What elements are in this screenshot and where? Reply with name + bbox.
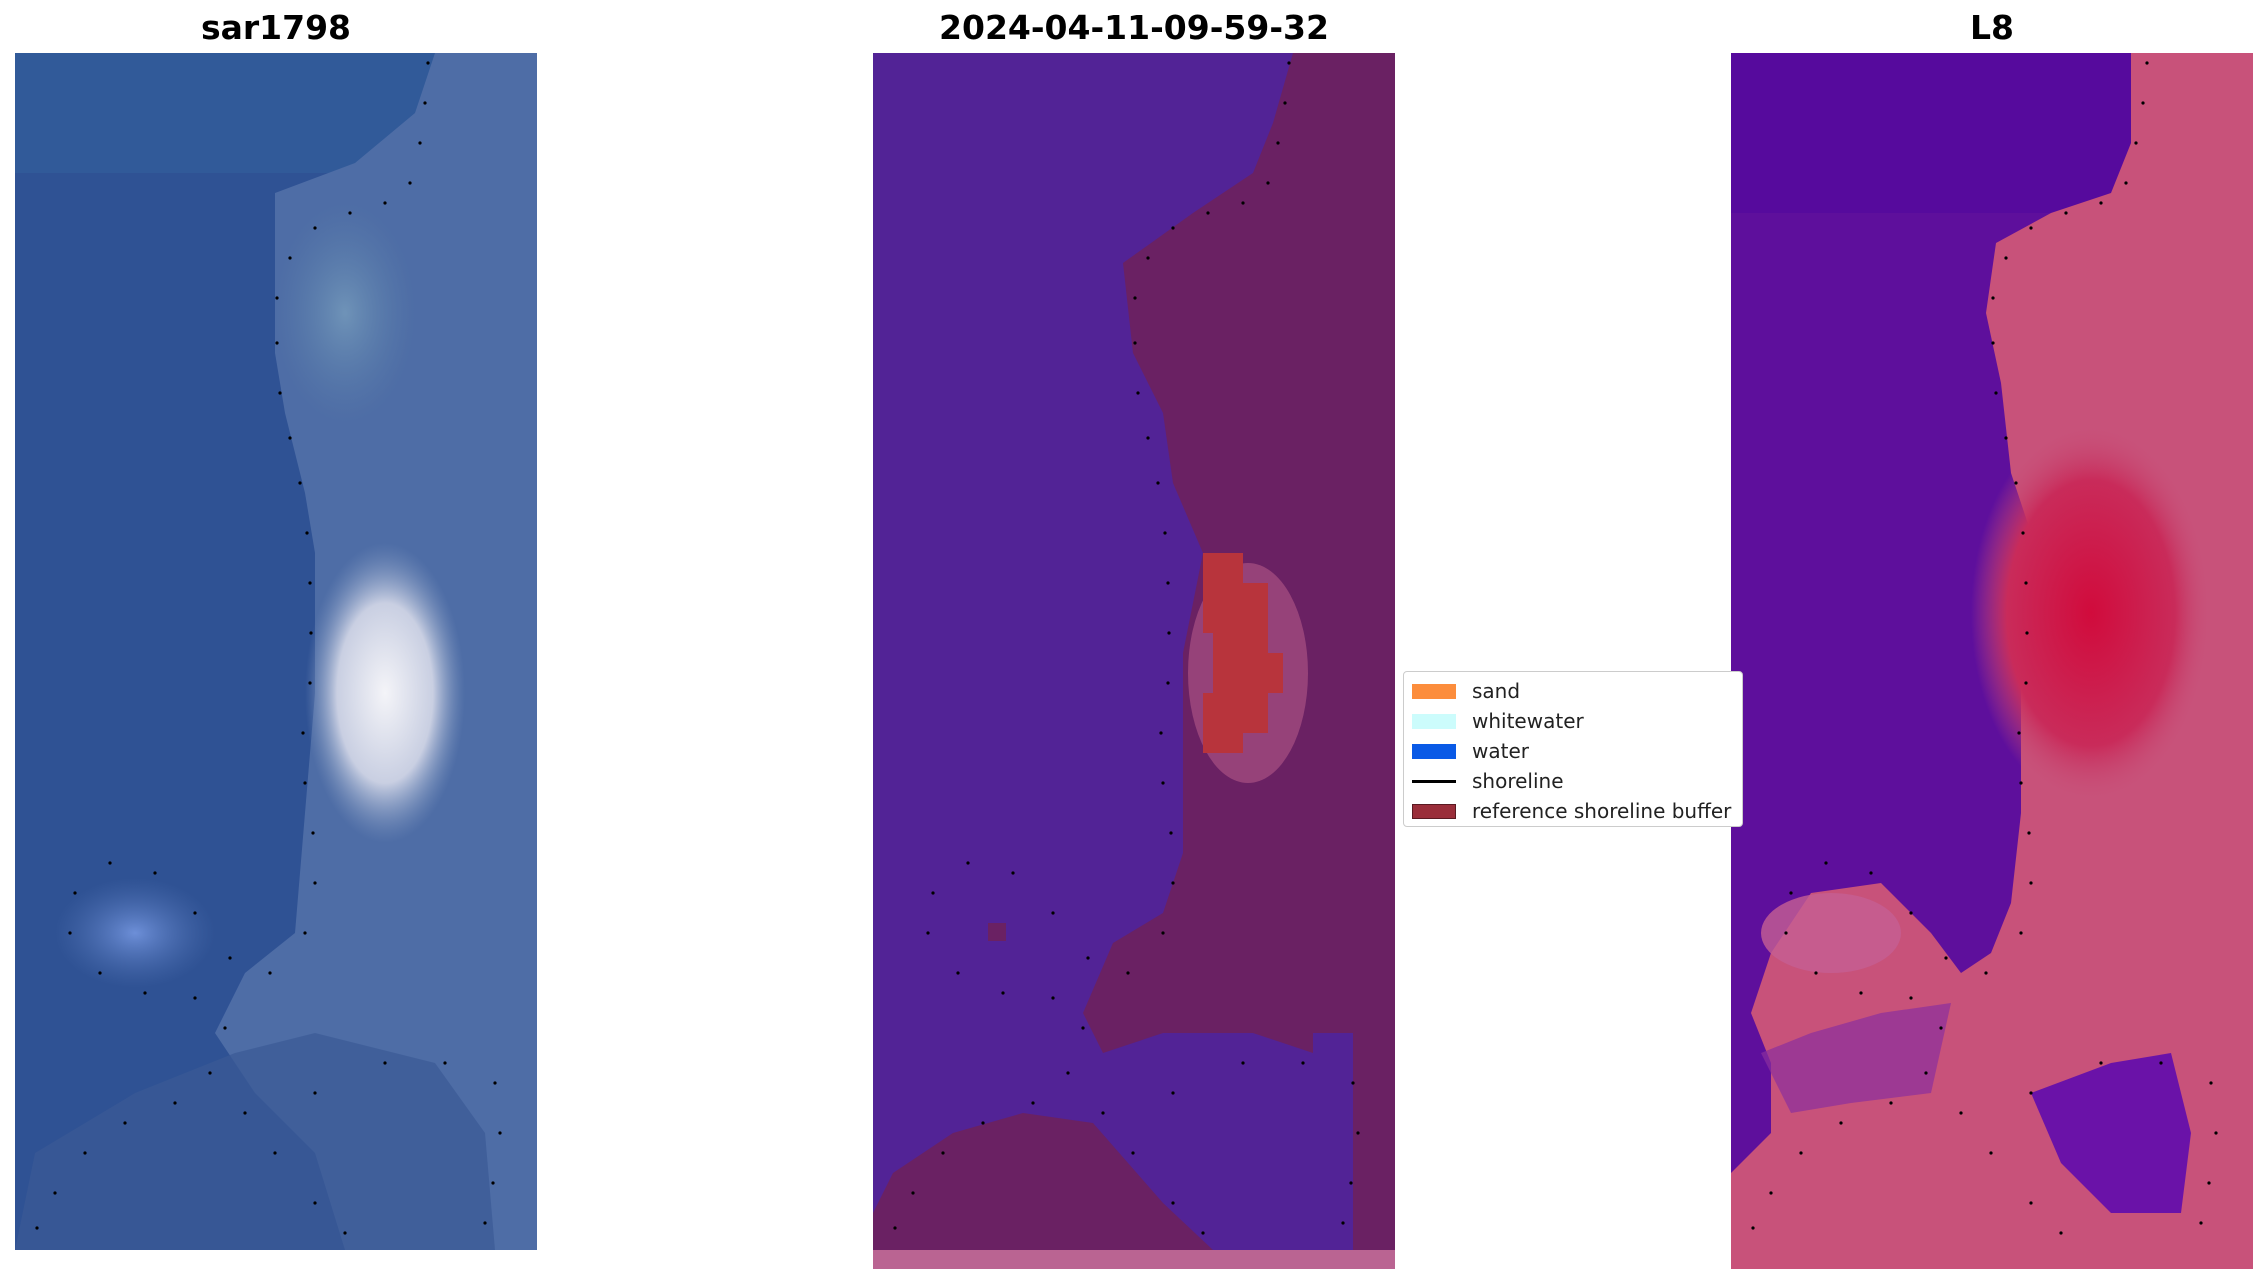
index-panel xyxy=(1731,53,2253,1269)
classification-panel xyxy=(873,53,1395,1269)
legend-item-shoreline: shoreline xyxy=(1412,766,1564,796)
legend-item-water: water xyxy=(1412,736,1529,766)
classification-image xyxy=(873,53,1395,1269)
panel-title-classification: 2024-04-11-09-59-32 xyxy=(939,8,1329,47)
panel-title-rgb: sar1798 xyxy=(200,8,352,47)
legend-label-sand: sand xyxy=(1472,679,1521,703)
legend: sand whitewater water shoreline referenc… xyxy=(1403,671,1743,827)
legend-label-shoreline: shoreline xyxy=(1472,769,1564,793)
rgb-image-panel xyxy=(15,53,537,1250)
legend-label-reference-buffer: reference shoreline buffer xyxy=(1472,799,1732,823)
legend-label-water: water xyxy=(1472,739,1529,763)
legend-swatch-shoreline xyxy=(1412,779,1456,783)
rgb-image xyxy=(15,53,537,1250)
legend-swatch-sand xyxy=(1412,683,1456,699)
index-image xyxy=(1731,53,2253,1269)
legend-item-reference-buffer: reference shoreline buffer xyxy=(1412,796,1731,826)
legend-item-whitewater: whitewater xyxy=(1412,706,1584,736)
legend-swatch-reference-buffer xyxy=(1412,803,1456,819)
legend-swatch-whitewater xyxy=(1412,713,1456,729)
legend-label-whitewater: whitewater xyxy=(1472,709,1584,733)
panel-title-index: L8 xyxy=(1970,8,2014,47)
legend-item-sand: sand xyxy=(1412,676,1520,706)
legend-swatch-water xyxy=(1412,743,1456,759)
